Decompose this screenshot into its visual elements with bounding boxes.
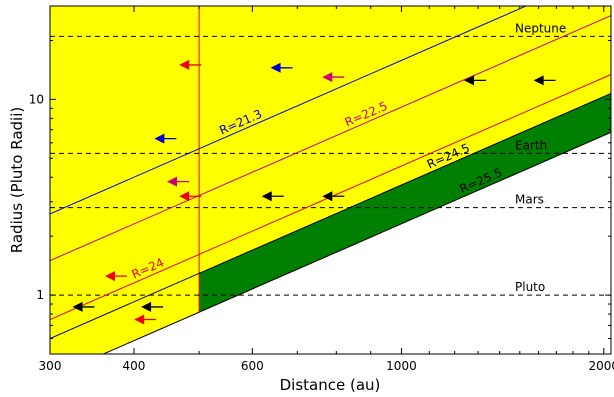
x-tick-label: 2000 — [589, 359, 614, 373]
limit-arrow-5 — [179, 191, 202, 202]
reference-label-mars: Mars — [515, 193, 544, 207]
magnitude-line-0 — [50, 6, 528, 215]
y-tick-label: 10 — [29, 92, 44, 106]
limit-arrow-10 — [105, 271, 128, 282]
reference-label-pluto: Pluto — [515, 280, 545, 294]
limit-arrow-7 — [322, 191, 345, 202]
green-region — [199, 93, 611, 313]
y-tick-label: 1 — [36, 288, 44, 302]
limit-arrow-2 — [322, 72, 345, 83]
limit-arrow-1 — [270, 62, 293, 73]
limit-arrow-3 — [154, 133, 177, 144]
x-tick-label: 1000 — [386, 359, 417, 373]
x-tick-label: 400 — [123, 359, 146, 373]
x-tick-label: 300 — [39, 359, 62, 373]
limit-arrow-13 — [134, 314, 157, 325]
yellow-region — [50, 6, 611, 354]
limit-arrow-4 — [167, 176, 190, 187]
limit-arrow-12 — [141, 301, 164, 312]
magnitude-line-1 — [50, 15, 611, 262]
limit-arrow-9 — [533, 75, 556, 86]
plot-frame — [49, 5, 612, 355]
limit-arrow-8 — [464, 75, 487, 86]
limit-arrow-6 — [261, 191, 284, 202]
shaded-regions — [50, 6, 611, 354]
magnitude-line-4 — [102, 131, 611, 354]
limit-arrow-11 — [72, 301, 95, 312]
y-axis-label: Radius (Pluto Radii) — [8, 107, 26, 253]
limit-arrows — [72, 59, 556, 325]
limit-arrow-0 — [179, 59, 202, 70]
x-tick-label: 600 — [241, 359, 264, 373]
x-axis-label: Distance (au) — [280, 376, 381, 394]
reference-lines — [50, 35, 611, 296]
reference-label-neptune: Neptune — [515, 21, 566, 35]
magnitude-line-3 — [50, 93, 611, 339]
axis-ticks: 300 400 600 1000 2000 1 10 — [29, 5, 614, 373]
reference-label-earth: Earth — [515, 138, 547, 152]
